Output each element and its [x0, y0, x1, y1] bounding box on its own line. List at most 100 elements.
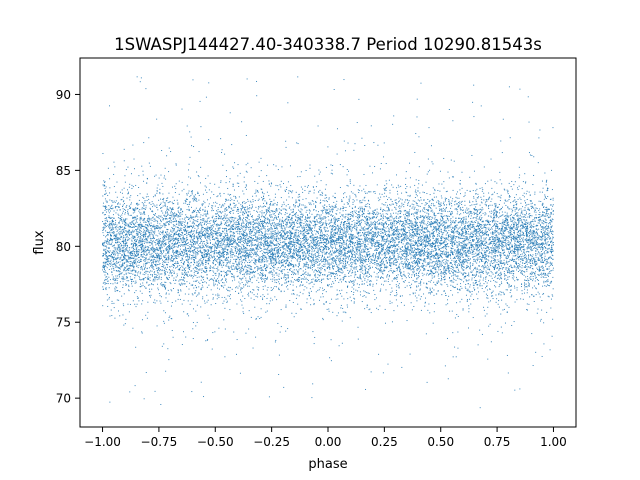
data-point — [177, 207, 179, 209]
data-point — [345, 252, 347, 254]
data-point — [220, 255, 222, 257]
data-point — [346, 229, 348, 231]
data-point — [289, 241, 291, 243]
data-point — [289, 248, 291, 250]
data-point — [499, 254, 501, 256]
data-point — [105, 261, 107, 263]
data-point — [456, 230, 458, 232]
data-point — [137, 242, 139, 244]
data-point — [406, 252, 408, 254]
data-point — [455, 271, 457, 273]
data-point — [416, 270, 418, 272]
data-point — [339, 236, 341, 238]
data-point — [472, 284, 474, 286]
data-point — [433, 267, 435, 269]
data-point — [391, 249, 393, 251]
data-point — [129, 199, 131, 201]
data-point — [104, 207, 106, 209]
data-point — [441, 260, 443, 262]
data-point — [335, 262, 337, 264]
data-point — [297, 278, 299, 280]
data-point — [124, 181, 126, 183]
data-point — [114, 249, 116, 251]
data-point — [280, 226, 282, 228]
data-point — [233, 195, 235, 197]
data-point — [218, 273, 220, 275]
data-point — [152, 261, 154, 263]
data-point — [552, 230, 554, 232]
data-point — [410, 239, 412, 241]
data-point — [193, 256, 195, 258]
data-point — [427, 237, 429, 239]
data-point — [389, 269, 391, 271]
data-point — [414, 233, 416, 235]
data-point — [318, 264, 320, 266]
data-point — [291, 240, 293, 242]
data-point — [419, 205, 421, 207]
data-point — [418, 261, 420, 263]
data-point — [231, 251, 233, 253]
data-point — [247, 285, 249, 287]
data-point — [317, 289, 319, 291]
data-point — [428, 273, 430, 275]
data-point — [282, 265, 284, 267]
data-point — [198, 276, 200, 278]
data-point — [221, 218, 223, 220]
data-point — [315, 221, 317, 223]
data-point — [245, 255, 247, 257]
data-point — [144, 200, 146, 202]
data-point — [417, 264, 419, 266]
data-point — [328, 248, 329, 250]
data-point — [247, 200, 249, 202]
data-point — [290, 260, 292, 262]
data-point — [403, 226, 405, 228]
data-point — [201, 268, 203, 270]
data-point — [441, 247, 443, 249]
data-point — [439, 261, 441, 263]
data-point — [185, 240, 187, 242]
data-point — [133, 224, 135, 226]
data-point — [266, 278, 268, 280]
data-point — [259, 229, 261, 231]
data-point — [214, 223, 216, 225]
data-point — [402, 221, 404, 223]
data-point — [185, 267, 187, 269]
data-point — [479, 255, 481, 257]
data-point — [183, 268, 185, 270]
data-point — [284, 273, 286, 275]
data-point — [551, 335, 553, 337]
data-point — [248, 261, 250, 263]
data-point — [139, 283, 141, 285]
data-point — [137, 267, 139, 269]
data-point — [171, 242, 173, 244]
data-point — [238, 257, 240, 259]
data-point — [136, 265, 138, 267]
data-point — [175, 246, 177, 248]
data-point — [421, 219, 423, 221]
data-point — [419, 282, 421, 284]
data-point — [143, 207, 145, 209]
data-point — [367, 261, 369, 263]
data-point — [465, 268, 467, 270]
data-point — [494, 252, 496, 254]
data-point — [281, 242, 283, 244]
data-point — [386, 187, 388, 189]
data-point — [496, 271, 498, 273]
data-point — [388, 227, 390, 229]
data-point — [430, 279, 432, 281]
data-point — [249, 226, 251, 228]
data-point — [519, 174, 521, 176]
data-point — [391, 234, 393, 236]
data-point — [449, 262, 451, 264]
data-point — [230, 248, 232, 250]
data-point — [291, 255, 293, 257]
data-point — [164, 244, 166, 246]
data-point — [404, 216, 406, 218]
data-point — [498, 212, 500, 214]
data-point — [300, 257, 302, 259]
data-point — [239, 240, 241, 242]
data-point — [452, 229, 454, 231]
data-point — [492, 240, 494, 242]
data-point — [125, 267, 127, 269]
data-point — [544, 273, 546, 275]
